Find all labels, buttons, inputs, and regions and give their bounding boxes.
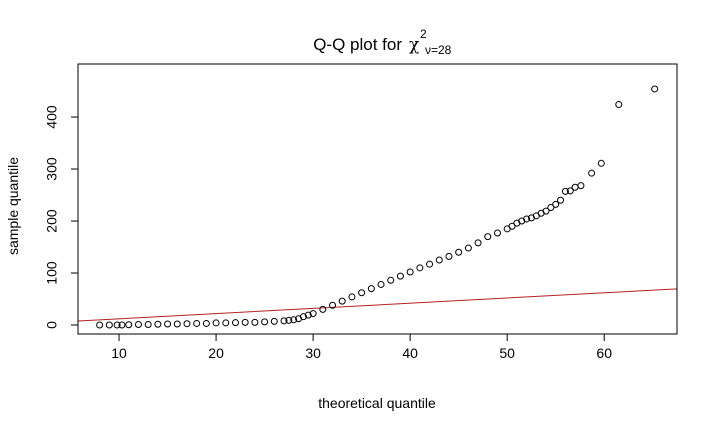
y-tick-label: 100 [44,261,60,285]
point [183,320,191,328]
point [615,101,623,109]
point [464,244,472,252]
point [416,264,424,272]
point [134,320,142,328]
point [299,313,307,321]
point [212,319,220,327]
point [290,316,298,324]
point [484,233,492,241]
point [547,204,555,212]
x-tick-label: 60 [596,345,612,361]
y-tick-label: 0 [44,321,60,329]
point [222,319,230,327]
point [406,268,414,276]
point [566,187,574,195]
y-tick-label: 400 [44,105,60,129]
x-axis-label: theoretical quantile [318,395,436,411]
point [193,319,201,327]
point [367,285,375,293]
point [105,321,113,329]
y-tick-label: 300 [44,157,60,181]
point [118,321,126,329]
point [261,318,269,326]
point [387,276,395,284]
point [304,311,312,319]
point [251,318,259,326]
y-axis-label: sample quantile [5,157,21,255]
point [144,320,152,328]
point [125,321,133,329]
point [435,256,443,264]
point [542,207,550,215]
point [426,260,434,268]
point [113,321,121,329]
point [552,200,560,208]
point [474,239,482,247]
point [338,297,346,305]
point [561,187,569,195]
y-tick-label: 200 [44,209,60,233]
plot-area [78,85,677,329]
point [597,159,605,167]
point [202,319,210,327]
point [651,85,659,93]
point [493,229,501,237]
x-tick-label: 10 [111,345,127,361]
point [377,280,385,288]
point [348,293,356,301]
point [173,320,181,328]
point [588,169,596,177]
point [523,215,531,223]
point [508,222,516,230]
x-tick-label: 50 [499,345,515,361]
title-symbol: χ [409,35,419,55]
chart-title: Q-Q plot for [313,35,402,54]
title-subscript: ν=28 [425,43,452,57]
point [358,289,366,297]
x-tick-label: 30 [305,345,321,361]
point [329,301,337,309]
point [270,317,278,325]
x-tick-label: 20 [208,345,224,361]
point [280,317,288,325]
point [241,318,249,326]
point [96,321,104,329]
point [154,320,162,328]
point [164,320,172,328]
point [445,252,453,260]
point [557,196,565,204]
point [319,305,327,313]
point [455,248,463,256]
title-superscript: 2 [420,27,427,41]
point [396,272,404,280]
x-tick-label: 40 [402,345,418,361]
point [285,316,293,324]
reference-line [78,288,677,322]
point [577,182,585,190]
point [309,310,317,318]
point [231,319,239,327]
